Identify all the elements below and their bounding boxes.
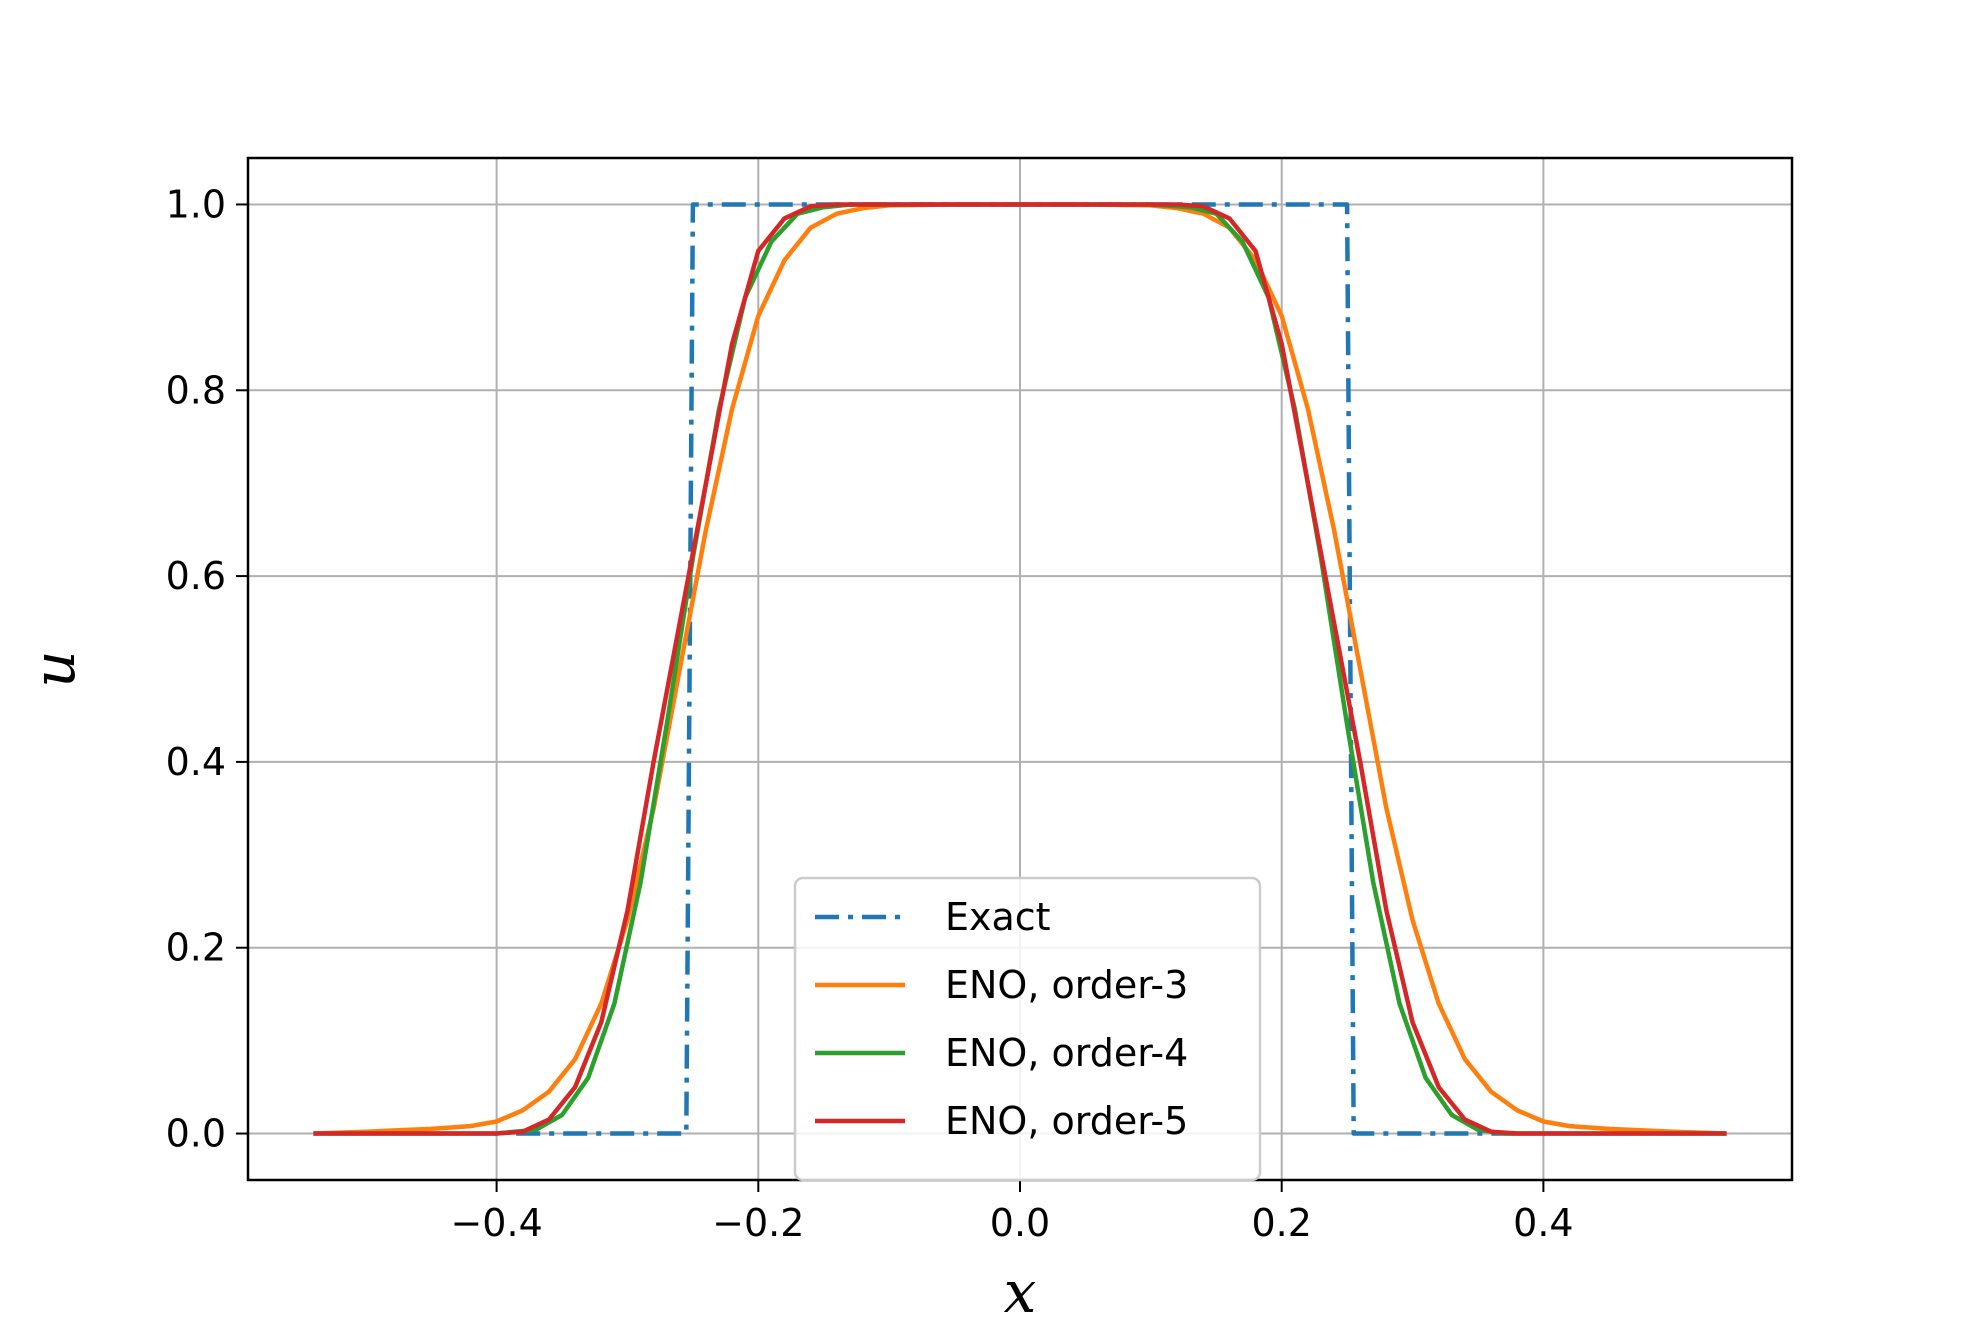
legend-label: Exact xyxy=(945,895,1051,939)
x-tick-label: 0.0 xyxy=(990,1201,1050,1245)
x-axis-label: x xyxy=(1004,1258,1037,1320)
y-tick-label: 0.0 xyxy=(166,1112,226,1156)
series-line-eno-order-5 xyxy=(313,202,1727,1136)
y-tick-label: 0.4 xyxy=(166,740,226,784)
y-tick-label: 0.6 xyxy=(166,554,226,598)
y-axis-label: u xyxy=(20,650,88,687)
y-tick-label: 1.0 xyxy=(166,182,226,226)
legend-box xyxy=(793,876,1262,1182)
plot-area xyxy=(313,202,1727,1136)
series-group xyxy=(313,202,1727,1136)
y-tick-label: 0.8 xyxy=(166,368,226,412)
legend-label: ENO, order-3 xyxy=(945,963,1188,1007)
legend: Exact ENO, order-3 ENO, order-4 ENO, order-… xyxy=(793,876,1262,1182)
x-tick-label: 0.2 xyxy=(1251,1201,1311,1245)
x-tick-label: 0.4 xyxy=(1513,1201,1573,1245)
ticks: −0.4 −0.2 0.0 0.2 0.4 0.0 0.2 0.4 0.6 0.8 1.0 xyxy=(166,182,1574,1245)
x-tick-label: −0.4 xyxy=(450,1201,542,1245)
y-tick-label: 0.2 xyxy=(166,926,226,970)
legend-label: ENO, order-4 xyxy=(945,1031,1188,1075)
legend-label: ENO, order-5 xyxy=(945,1099,1188,1143)
x-tick-label: −0.2 xyxy=(712,1201,804,1245)
